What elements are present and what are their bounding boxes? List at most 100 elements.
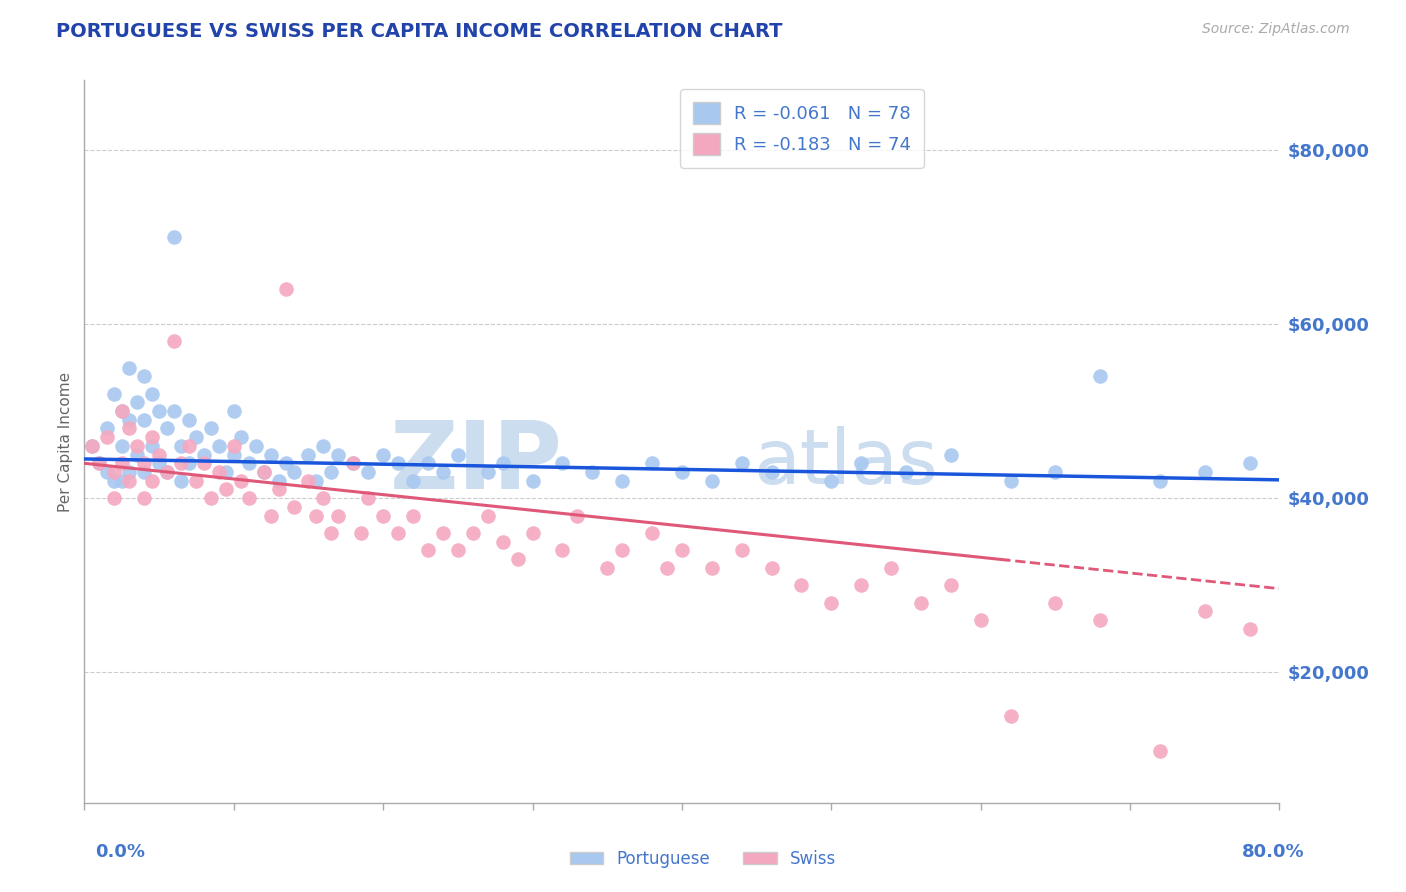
Point bbox=[761, 465, 783, 479]
Point bbox=[373, 448, 395, 462]
Point bbox=[132, 369, 156, 384]
Point bbox=[132, 456, 156, 470]
Point bbox=[132, 491, 156, 505]
Point bbox=[118, 360, 141, 375]
Point bbox=[111, 439, 134, 453]
Point bbox=[641, 525, 664, 540]
Point bbox=[155, 465, 177, 479]
Point bbox=[342, 456, 364, 470]
Point bbox=[267, 483, 290, 497]
Point bbox=[402, 508, 425, 523]
Point bbox=[177, 456, 200, 470]
Point bbox=[118, 421, 141, 435]
Point bbox=[880, 561, 903, 575]
Point bbox=[1090, 369, 1112, 384]
Point bbox=[522, 525, 544, 540]
Point bbox=[177, 439, 200, 453]
Point bbox=[1194, 604, 1216, 618]
Point bbox=[342, 456, 364, 470]
Point bbox=[387, 525, 409, 540]
Point bbox=[89, 456, 111, 470]
Point bbox=[103, 386, 125, 401]
Point bbox=[1090, 613, 1112, 627]
Point bbox=[103, 465, 125, 479]
Point bbox=[820, 474, 842, 488]
Point bbox=[641, 456, 664, 470]
Point bbox=[1045, 465, 1067, 479]
Point bbox=[851, 578, 873, 592]
Point bbox=[118, 413, 141, 427]
Point bbox=[319, 525, 342, 540]
Point bbox=[1239, 456, 1261, 470]
Point bbox=[260, 508, 283, 523]
Point bbox=[567, 508, 589, 523]
Point bbox=[432, 465, 454, 479]
Point bbox=[186, 474, 208, 488]
Point bbox=[215, 465, 238, 479]
Point bbox=[447, 543, 470, 558]
Point bbox=[939, 578, 962, 592]
Point bbox=[357, 491, 380, 505]
Text: 0.0%: 0.0% bbox=[96, 843, 146, 861]
Point bbox=[125, 439, 148, 453]
Point bbox=[416, 543, 439, 558]
Point bbox=[447, 448, 470, 462]
Point bbox=[305, 474, 328, 488]
Point bbox=[231, 430, 253, 444]
Point bbox=[96, 430, 118, 444]
Point bbox=[186, 430, 208, 444]
Point bbox=[492, 456, 515, 470]
Point bbox=[581, 465, 603, 479]
Point bbox=[132, 413, 156, 427]
Point bbox=[461, 525, 484, 540]
Point bbox=[238, 491, 260, 505]
Point bbox=[319, 465, 342, 479]
Point bbox=[96, 465, 118, 479]
Point bbox=[267, 474, 290, 488]
Point bbox=[387, 456, 409, 470]
Point bbox=[148, 404, 170, 418]
Point bbox=[141, 474, 163, 488]
Point bbox=[1239, 622, 1261, 636]
Point bbox=[222, 404, 245, 418]
Y-axis label: Per Capita Income: Per Capita Income bbox=[58, 371, 73, 512]
Point bbox=[111, 404, 134, 418]
Point bbox=[125, 395, 148, 409]
Point bbox=[297, 448, 319, 462]
Point bbox=[671, 465, 693, 479]
Point bbox=[357, 465, 380, 479]
Point bbox=[141, 430, 163, 444]
Text: atlas: atlas bbox=[754, 426, 938, 500]
Point bbox=[1000, 708, 1022, 723]
Point bbox=[274, 282, 297, 296]
Point bbox=[148, 448, 170, 462]
Point bbox=[141, 386, 163, 401]
Point bbox=[416, 456, 439, 470]
Point bbox=[208, 439, 231, 453]
Legend: Portuguese, Swiss: Portuguese, Swiss bbox=[562, 844, 844, 875]
Point bbox=[125, 448, 148, 462]
Point bbox=[970, 613, 993, 627]
Point bbox=[1149, 743, 1171, 757]
Point bbox=[111, 456, 134, 470]
Point bbox=[350, 525, 373, 540]
Point bbox=[432, 525, 454, 540]
Text: ZIP: ZIP bbox=[389, 417, 562, 509]
Point bbox=[200, 491, 222, 505]
Point bbox=[118, 465, 141, 479]
Point bbox=[910, 596, 932, 610]
Point bbox=[222, 439, 245, 453]
Point bbox=[328, 508, 350, 523]
Point bbox=[506, 552, 529, 566]
Point bbox=[551, 543, 574, 558]
Point bbox=[820, 596, 842, 610]
Point bbox=[222, 448, 245, 462]
Legend: R = -0.061   N = 78, R = -0.183   N = 74: R = -0.061 N = 78, R = -0.183 N = 74 bbox=[681, 89, 924, 168]
Point bbox=[260, 448, 283, 462]
Point bbox=[731, 543, 754, 558]
Text: PORTUGUESE VS SWISS PER CAPITA INCOME CORRELATION CHART: PORTUGUESE VS SWISS PER CAPITA INCOME CO… bbox=[56, 22, 783, 41]
Point bbox=[328, 448, 350, 462]
Point bbox=[155, 465, 177, 479]
Point bbox=[1000, 474, 1022, 488]
Point bbox=[111, 404, 134, 418]
